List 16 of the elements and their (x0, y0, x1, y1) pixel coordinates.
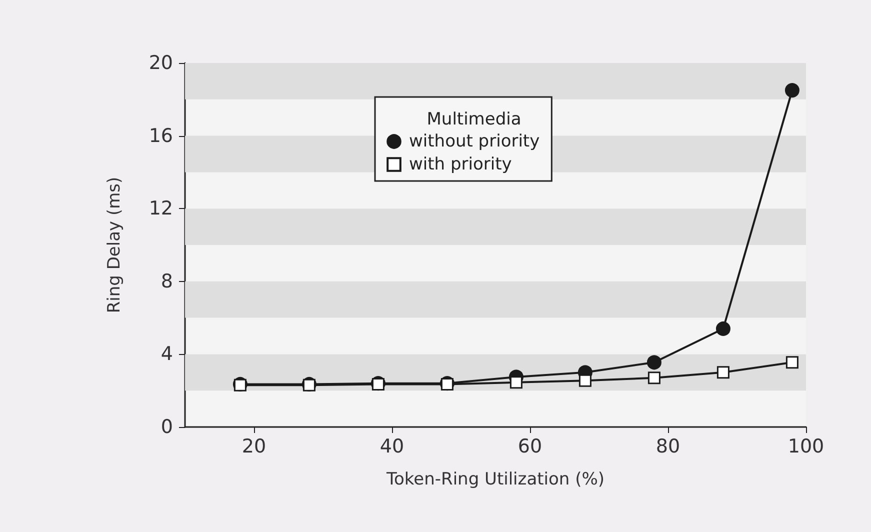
legend-label: without priority (409, 132, 540, 152)
x-tick-label: 100 (788, 436, 824, 458)
y-tick-label: 20 (148, 52, 173, 74)
y-tick-label: 0 (160, 416, 173, 438)
legend-label: with priority (409, 154, 512, 174)
x-tick-label: 40 (380, 436, 404, 458)
y-tick-label: 16 (148, 124, 173, 147)
x-axis-title: Token-Ring Utilization (%) (385, 470, 605, 490)
y-tick-label: 4 (160, 343, 173, 366)
y-tick-label: 12 (148, 198, 173, 220)
x-tick-label: 20 (242, 436, 266, 458)
legend-title: Multimedia (426, 110, 522, 130)
y-tick-label: 8 (160, 270, 173, 292)
x-tick-label: 80 (656, 436, 680, 458)
x-tick-label: 60 (518, 436, 542, 458)
y-axis-title: Ring Delay (ms) (104, 176, 124, 314)
